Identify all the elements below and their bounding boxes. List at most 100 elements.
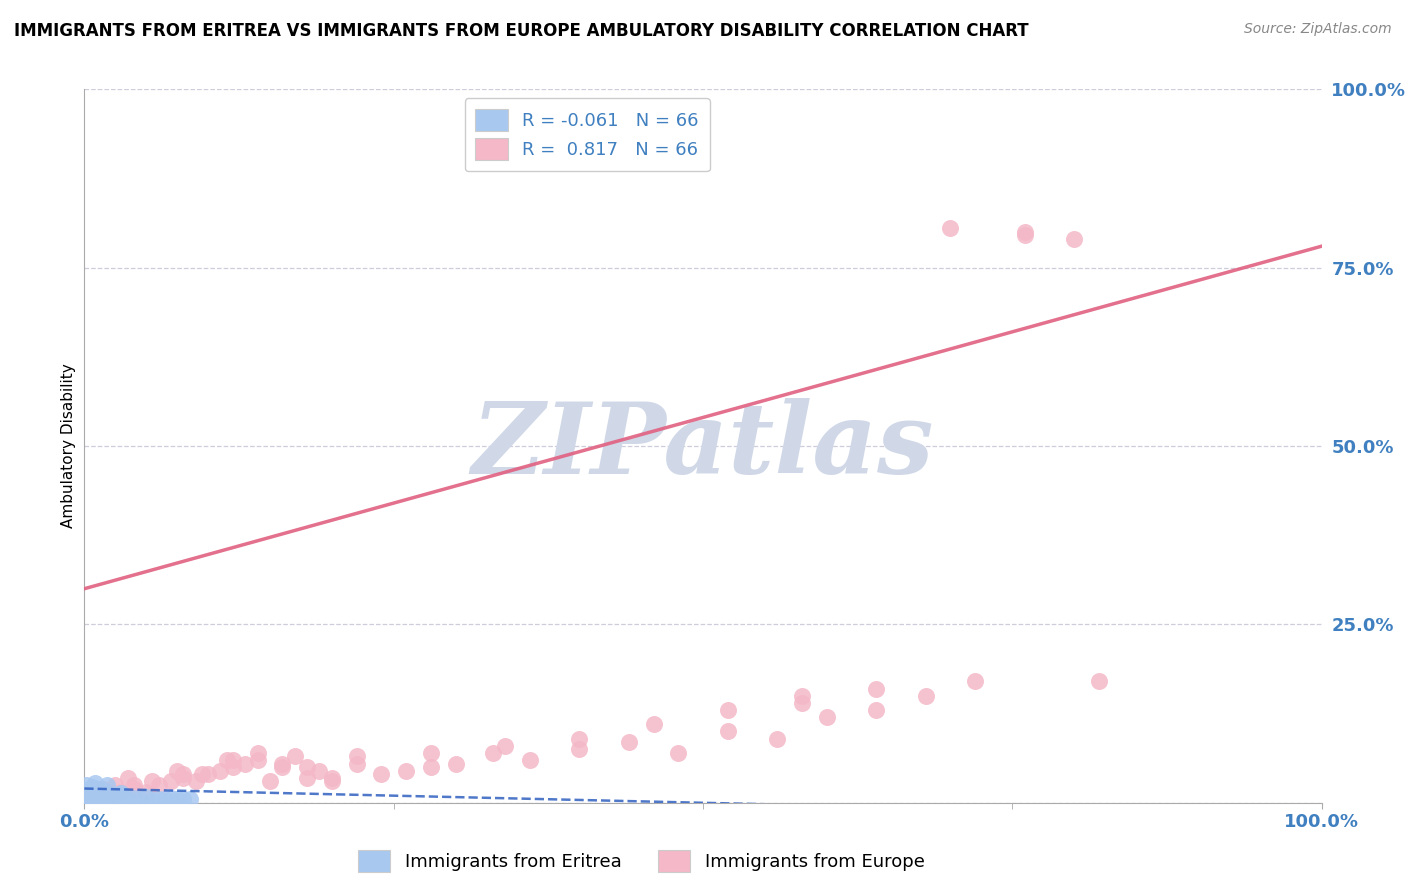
Point xyxy=(419,760,441,774)
Point xyxy=(148,791,170,805)
Point xyxy=(135,790,157,805)
Point xyxy=(83,781,105,796)
Point xyxy=(1014,228,1036,243)
Point xyxy=(122,790,145,805)
Point xyxy=(83,786,105,800)
Point xyxy=(104,778,127,792)
Point xyxy=(98,789,121,803)
Point xyxy=(80,790,103,805)
Point xyxy=(93,787,115,801)
Point xyxy=(105,789,128,804)
Point xyxy=(80,781,103,796)
Point xyxy=(79,787,101,801)
Point xyxy=(77,789,100,803)
Point xyxy=(160,790,183,805)
Point xyxy=(84,790,107,805)
Point xyxy=(617,735,640,749)
Point xyxy=(86,792,108,806)
Point xyxy=(75,794,97,808)
Point xyxy=(179,791,201,805)
Point xyxy=(717,703,740,717)
Point xyxy=(96,787,118,801)
Point xyxy=(77,790,100,805)
Point xyxy=(790,696,813,710)
Point xyxy=(82,788,104,802)
Point xyxy=(666,746,689,760)
Point xyxy=(100,791,122,805)
Point xyxy=(346,749,368,764)
Point xyxy=(865,703,887,717)
Point xyxy=(80,784,103,798)
Point xyxy=(172,771,194,785)
Point xyxy=(76,785,98,799)
Point xyxy=(84,776,107,790)
Point xyxy=(86,791,108,805)
Point xyxy=(172,767,194,781)
Point xyxy=(519,753,541,767)
Point xyxy=(122,781,145,796)
Point xyxy=(766,731,789,746)
Point xyxy=(117,771,139,785)
Point xyxy=(222,760,245,774)
Point xyxy=(160,774,183,789)
Point xyxy=(209,764,232,778)
Point xyxy=(117,792,139,806)
Point xyxy=(153,792,176,806)
Point xyxy=(110,785,132,799)
Point xyxy=(717,724,740,739)
Point xyxy=(141,774,163,789)
Point xyxy=(568,742,591,756)
Point xyxy=(419,746,441,760)
Point xyxy=(643,717,665,731)
Point xyxy=(77,787,100,801)
Point xyxy=(80,780,103,794)
Text: ZIPatlas: ZIPatlas xyxy=(472,398,934,494)
Point xyxy=(79,787,101,801)
Point xyxy=(75,789,97,803)
Point xyxy=(101,790,124,805)
Point xyxy=(295,760,318,774)
Point xyxy=(308,764,330,778)
Point xyxy=(96,778,118,792)
Point xyxy=(91,783,114,797)
Point xyxy=(395,764,418,778)
Point xyxy=(79,786,101,800)
Point xyxy=(79,789,101,803)
Point xyxy=(94,790,117,805)
Point xyxy=(197,767,219,781)
Point xyxy=(259,774,281,789)
Point xyxy=(89,785,111,799)
Point xyxy=(108,790,131,805)
Point xyxy=(1014,225,1036,239)
Point xyxy=(79,789,101,804)
Point xyxy=(86,781,108,796)
Point xyxy=(568,731,591,746)
Point xyxy=(321,771,343,785)
Point xyxy=(110,786,132,800)
Point xyxy=(98,789,121,803)
Point xyxy=(80,786,103,800)
Y-axis label: Ambulatory Disability: Ambulatory Disability xyxy=(60,364,76,528)
Point xyxy=(91,789,114,804)
Point xyxy=(82,792,104,806)
Point xyxy=(494,739,516,753)
Point xyxy=(284,749,307,764)
Point xyxy=(79,783,101,797)
Point xyxy=(172,792,194,806)
Point xyxy=(91,781,114,796)
Point xyxy=(271,756,294,771)
Point xyxy=(76,791,98,805)
Point xyxy=(89,790,111,805)
Point xyxy=(75,783,97,797)
Point xyxy=(444,756,467,771)
Point xyxy=(75,778,97,792)
Point xyxy=(184,774,207,789)
Point xyxy=(939,221,962,235)
Point xyxy=(77,783,100,797)
Point xyxy=(87,784,110,798)
Point xyxy=(815,710,838,724)
Point xyxy=(481,746,503,760)
Point xyxy=(82,789,104,803)
Point xyxy=(108,787,131,801)
Point xyxy=(271,760,294,774)
